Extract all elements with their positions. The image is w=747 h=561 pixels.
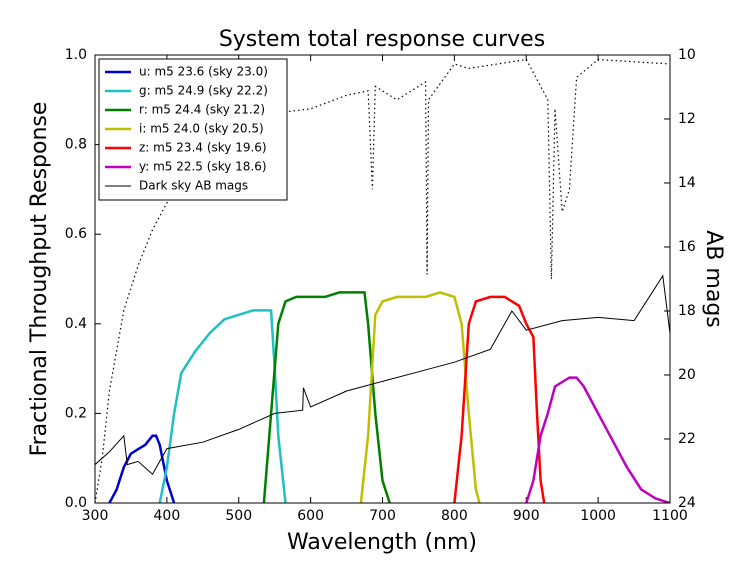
x-tick-label: 400 [154, 508, 181, 524]
series-line [158, 309, 287, 503]
y2-axis-label: AB mags [701, 230, 726, 327]
y2-tick-label: 18 [678, 303, 696, 319]
x-tick-label: 1000 [580, 508, 616, 524]
y2-tick-label: 24 [678, 495, 696, 511]
x-tick-label: 600 [297, 508, 324, 524]
y-tick-label: 0.4 [65, 316, 87, 332]
series-line [108, 434, 176, 503]
y2-tick-label: 12 [678, 111, 696, 127]
series-line [453, 295, 546, 503]
y2-tick-label: 16 [678, 239, 696, 255]
series-line [525, 376, 670, 503]
x-tick-label: 1100 [652, 508, 688, 524]
y2-tick-label: 22 [678, 431, 696, 447]
legend-label: r: m5 24.4 (sky 21.2) [139, 103, 265, 117]
y-tick-label: 0.2 [65, 405, 87, 421]
x-tick-label: 300 [82, 508, 109, 524]
x-tick-label: 500 [225, 508, 252, 524]
legend-label: g: m5 24.9 (sky 22.2) [139, 84, 268, 98]
y-tick-label: 1.0 [65, 47, 87, 63]
plot-frame [94, 54, 671, 504]
chart-title: System total response curves [219, 27, 545, 52]
legend-label: z: m5 23.4 (sky 19.6) [139, 141, 267, 155]
series-line [262, 291, 391, 503]
series-line [359, 291, 481, 503]
series-line [95, 274, 670, 475]
legend-label: Dark sky AB mags [139, 179, 248, 193]
legend-label: i: m5 24.0 (sky 20.5) [139, 122, 264, 136]
y-tick-label: 0.8 [65, 137, 87, 153]
y2-tick-label: 14 [678, 175, 696, 191]
y-tick-label: 0.6 [65, 226, 87, 242]
x-tick-label: 800 [441, 508, 468, 524]
y2-tick-label: 20 [678, 367, 696, 383]
y-tick-label: 0.0 [65, 495, 87, 511]
x-tick-label: 700 [369, 508, 396, 524]
legend-label: y: m5 22.5 (sky 18.6) [139, 160, 267, 174]
x-axis-label: Wavelength (nm) [287, 530, 477, 555]
x-tick-label: 900 [513, 508, 540, 524]
y-axis-label: Fractional Throughput Response [27, 102, 52, 457]
y2-tick-label: 10 [678, 47, 696, 63]
legend-label: u: m5 23.6 (sky 23.0) [139, 65, 268, 79]
